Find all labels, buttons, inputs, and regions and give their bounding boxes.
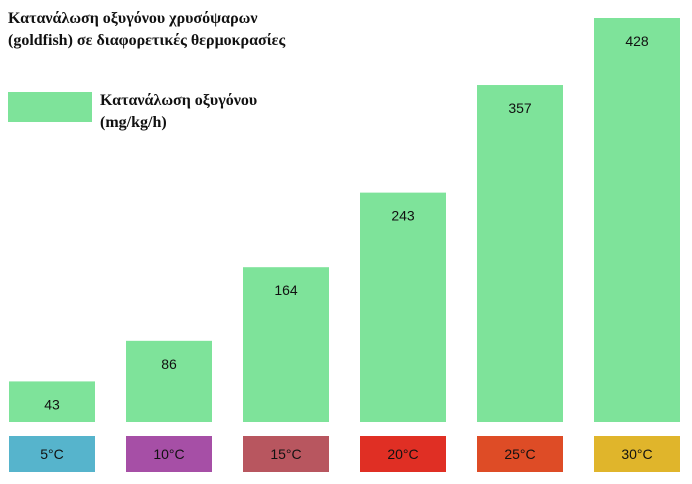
chart-title: Κατανάλωση οξυγόνου χρυσόψαρων (goldfish…	[8, 10, 286, 49]
bar-0	[9, 381, 95, 422]
category-box-5	[594, 436, 680, 472]
bar-value-label-0: 43	[44, 396, 60, 412]
bar-value-label-3: 243	[391, 208, 415, 224]
bar-1	[126, 340, 212, 422]
category-label-3: 20°C	[387, 446, 418, 462]
legend-swatch	[8, 92, 92, 122]
legend-label: Κατανάλωση οξυγόνου (mg/kg/h)	[100, 92, 258, 131]
bar-2	[243, 267, 329, 422]
category-box-2	[243, 436, 329, 472]
category-label-2: 15°C	[270, 446, 301, 462]
category-label-5: 30°C	[621, 446, 652, 462]
category-box-4	[477, 436, 563, 472]
category-box-1	[126, 436, 212, 472]
bar-3	[360, 192, 446, 422]
category-label-1: 10°C	[153, 446, 184, 462]
category-box-3	[360, 436, 446, 472]
bar-5	[594, 18, 680, 422]
bar-value-label-1: 86	[161, 356, 177, 372]
category-box-0	[9, 436, 95, 472]
bar-value-label-4: 357	[508, 100, 532, 116]
category-label-4: 25°C	[504, 446, 535, 462]
bar-value-label-2: 164	[274, 282, 298, 298]
bar-value-label-5: 428	[625, 33, 649, 49]
bar-4	[477, 85, 563, 423]
category-label-0: 5°C	[40, 446, 64, 462]
